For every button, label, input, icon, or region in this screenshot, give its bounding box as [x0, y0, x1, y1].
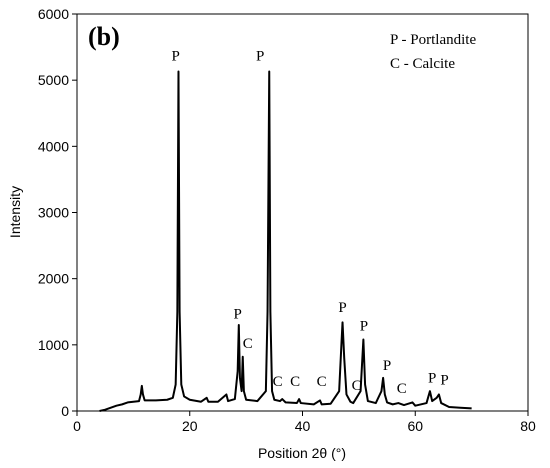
annotation: C [243, 336, 253, 352]
annotation: P [428, 371, 436, 387]
panel-label: (b) [88, 22, 120, 51]
legend-text: P - Portlandite [390, 32, 476, 48]
data-line [99, 70, 472, 412]
y-tick-label: 5000 [38, 72, 69, 88]
x-tick-label: 80 [520, 418, 536, 434]
annotation: C [317, 374, 327, 390]
plot-frame [76, 13, 529, 412]
x-tick-label: 0 [73, 418, 81, 434]
y-tick-label: 3000 [38, 205, 69, 221]
y-tick-label: 1000 [38, 337, 69, 353]
annotation: C [397, 381, 407, 397]
x-tick-label: 20 [182, 418, 198, 434]
annotation: P [360, 318, 368, 334]
annotation: P [233, 306, 241, 322]
x-axis-label: Position 2θ (°) [258, 445, 346, 461]
annotation: P [383, 358, 391, 374]
y-tick-label: 0 [61, 403, 69, 419]
annotation: P [171, 48, 179, 64]
annotation: P [256, 48, 264, 64]
annotation: P [338, 300, 346, 316]
y-tick-label: 2000 [38, 271, 69, 287]
annotation: C [273, 374, 283, 390]
annotation: C [290, 374, 300, 390]
annotation: C [352, 378, 362, 394]
x-tick-label: 40 [295, 418, 311, 434]
x-tick-label: 60 [407, 418, 423, 434]
annotation: P [440, 373, 448, 389]
y-tick-label: 6000 [38, 6, 69, 22]
y-axis-label: Intensity [7, 186, 23, 238]
legend-text: C - Calcite [390, 56, 455, 72]
y-tick-label: 4000 [38, 138, 69, 154]
